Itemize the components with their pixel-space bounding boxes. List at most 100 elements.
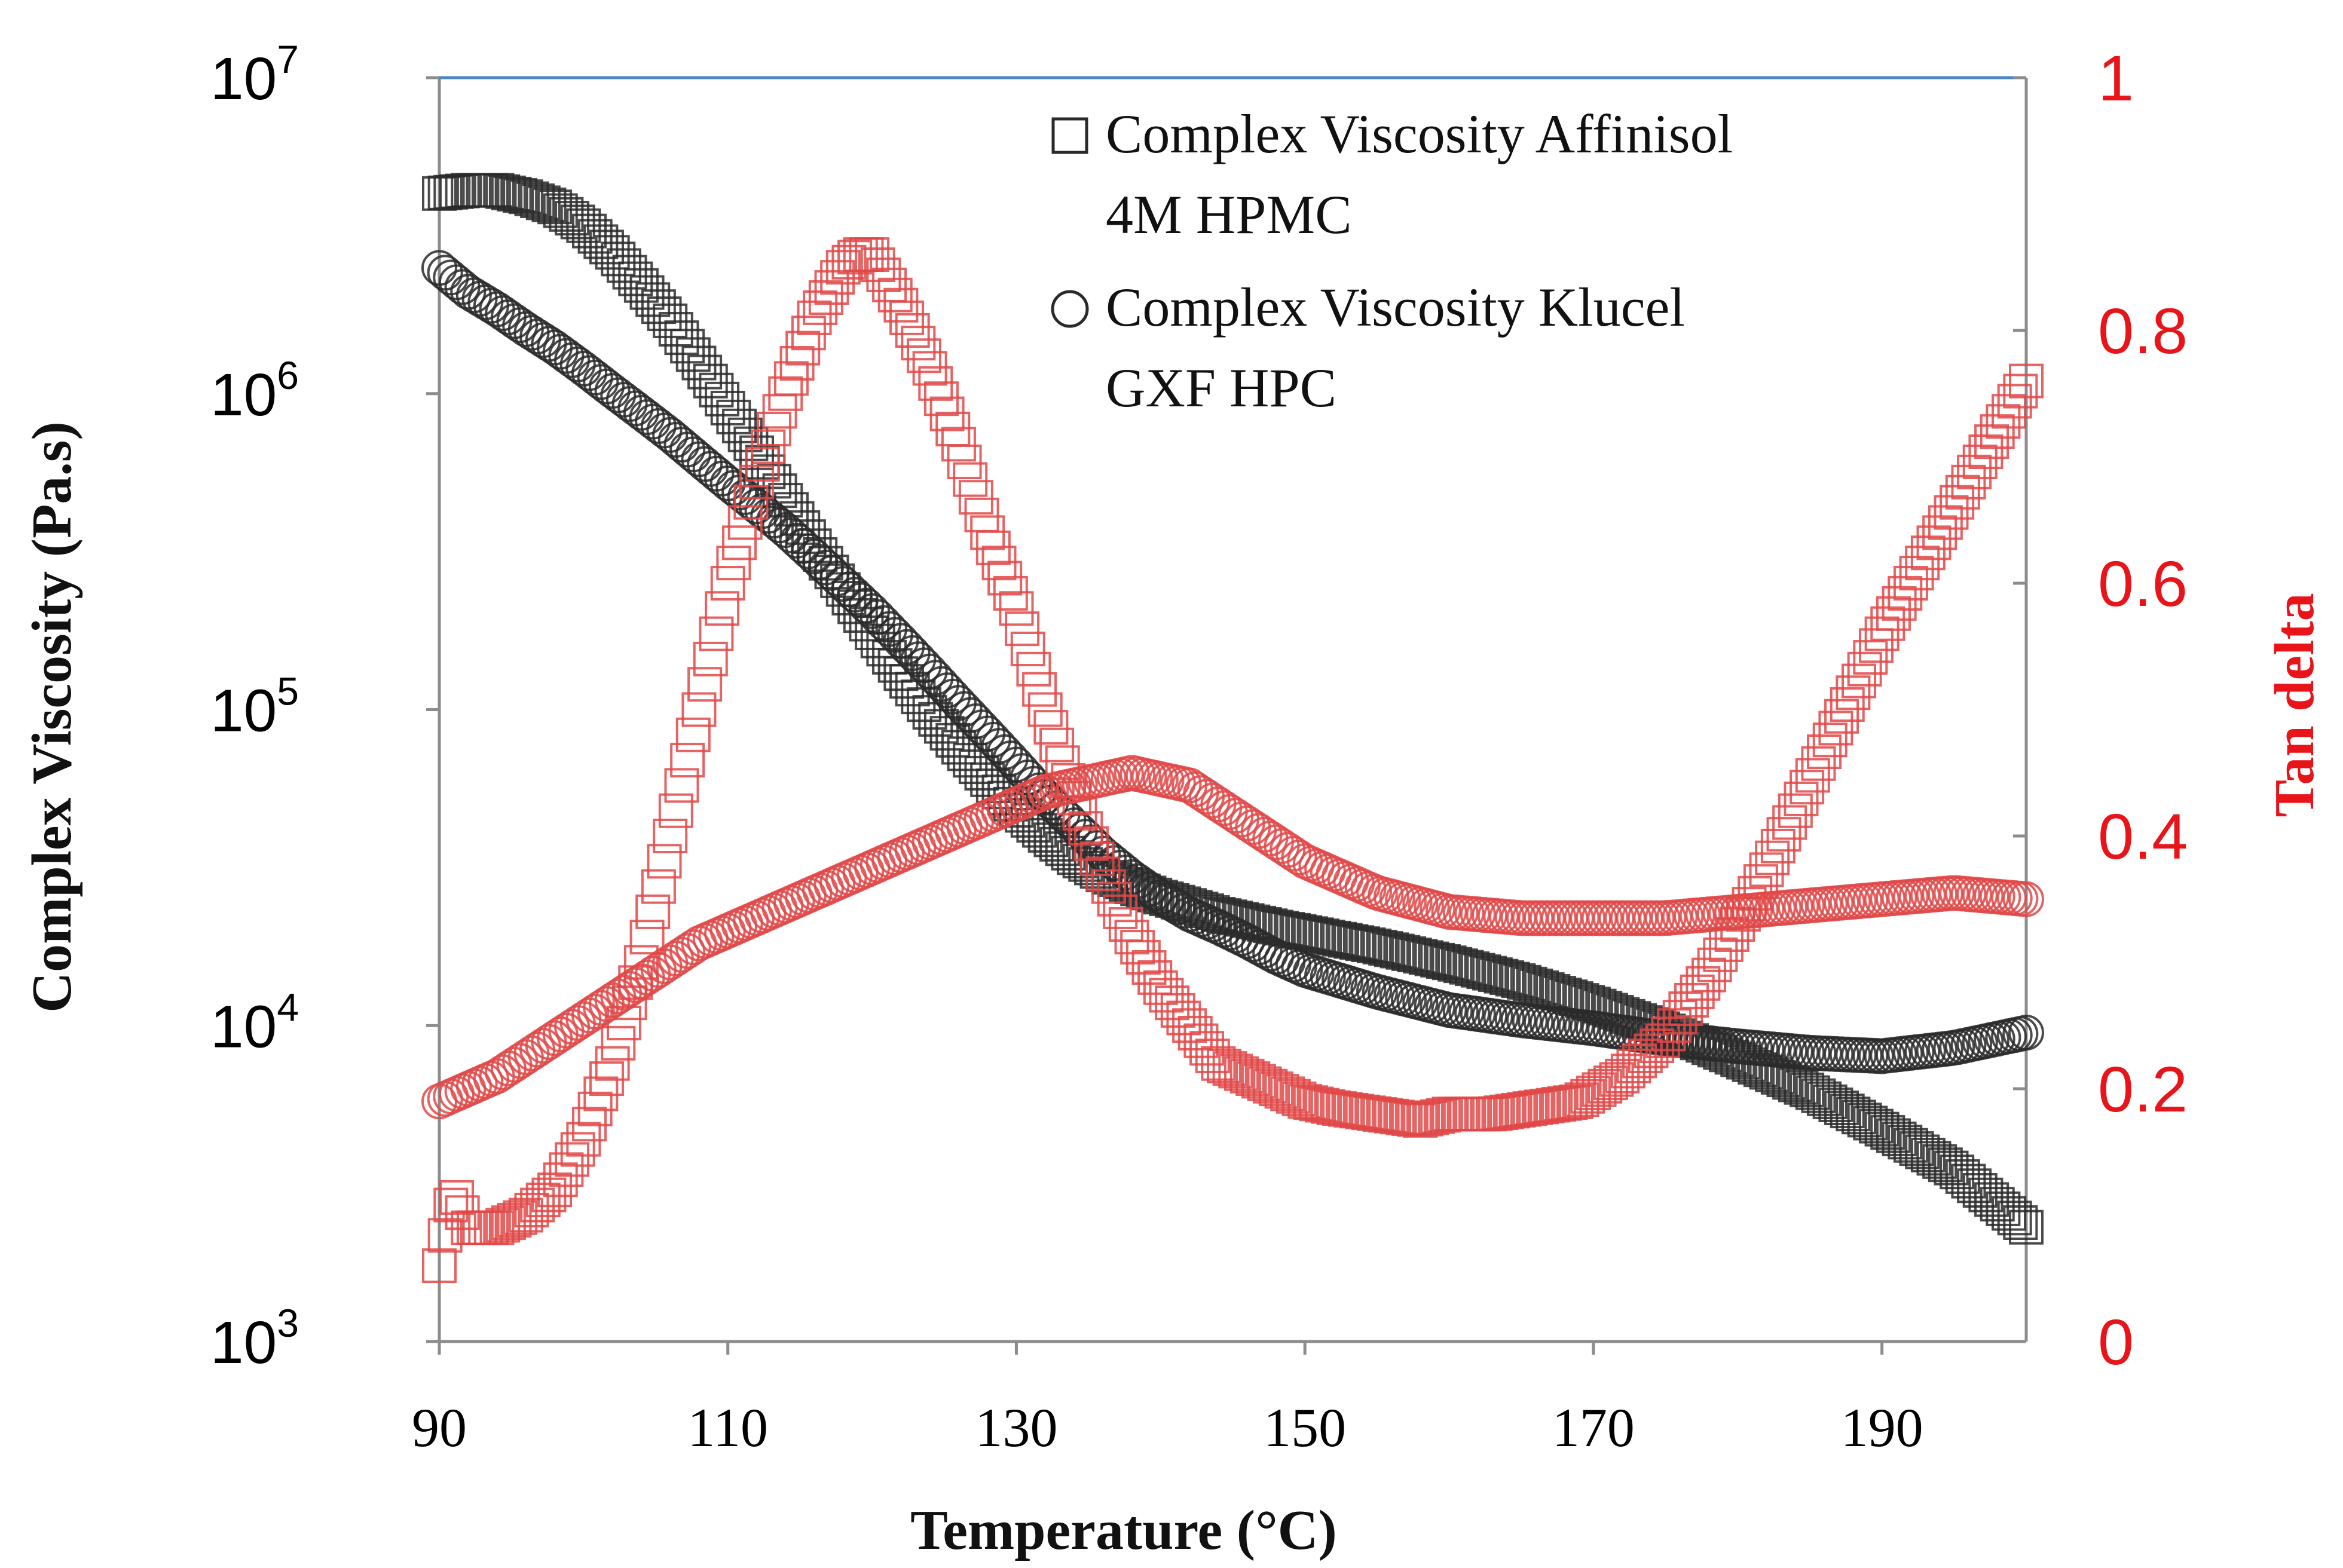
series-tan_hpmc <box>422 237 2044 1284</box>
x-axis-tick-label: 150 <box>1264 1397 1346 1458</box>
data-point <box>1853 640 1888 675</box>
data-point <box>705 591 740 626</box>
data-point <box>1091 869 1126 904</box>
data-point <box>1801 746 1836 781</box>
data-point <box>1766 817 1801 852</box>
data-point <box>716 546 751 581</box>
left-axis-tick-label: 106 <box>210 353 299 428</box>
data-point <box>1010 631 1045 666</box>
data-point <box>1784 781 1819 816</box>
data-point <box>1103 894 1138 929</box>
legend-entry: Complex Viscosity Klucel GXF HPC <box>1051 277 1685 418</box>
legend-label: Complex Viscosity Klucel <box>1106 277 1685 338</box>
data-point <box>1148 883 1185 919</box>
data-point <box>1847 651 1882 687</box>
x-axis-tick-label: 90 <box>412 1397 467 1458</box>
data-point <box>1818 710 1853 746</box>
data-point <box>1022 672 1057 707</box>
x-axis-tick-labels: 90 110 130 150 170 190 <box>412 1397 1923 1458</box>
data-point <box>1270 832 1306 868</box>
data-point <box>422 1248 457 1284</box>
right-axis-tick-label: 0 <box>2098 1306 2134 1378</box>
data-point <box>623 945 659 980</box>
series-layer <box>421 173 2044 1284</box>
data-point <box>560 1132 595 1167</box>
data-point <box>883 287 919 323</box>
left-axis-tick-label: 107 <box>210 37 299 112</box>
data-point <box>670 743 705 778</box>
data-point <box>1016 651 1051 687</box>
data-point <box>455 277 492 314</box>
legend-square-marker <box>1051 117 1088 154</box>
data-point <box>906 338 941 373</box>
data-point <box>1760 828 1796 863</box>
data-point <box>895 313 930 348</box>
legend-label: GXF HPC <box>1106 357 1336 418</box>
data-point <box>1039 727 1075 762</box>
data-point <box>745 447 780 482</box>
left-axis-tick-label: 103 <box>210 1301 299 1376</box>
right-axis-tick-label: 0.4 <box>2098 800 2188 872</box>
data-point <box>1160 889 1196 926</box>
data-point <box>958 480 993 515</box>
data-point <box>1027 692 1063 727</box>
data-point <box>1790 770 1825 805</box>
data-point <box>1836 675 1871 710</box>
right-axis-tick-label: 0.2 <box>2098 1053 2188 1125</box>
data-point <box>1842 663 1877 699</box>
data-point <box>2008 1015 2044 1051</box>
x-axis-tick-label: 190 <box>1841 1397 1923 1458</box>
legend-label: Complex Viscosity Affinisol <box>1106 103 1733 164</box>
data-point <box>1830 687 1865 722</box>
x-axis-tick-label: 170 <box>1552 1397 1635 1458</box>
x-axis-title: Temperature (°C) <box>910 1499 1337 1561</box>
data-point <box>635 894 671 929</box>
legend: Complex Viscosity Affinisol 4M HPMC Comple… <box>1051 103 1733 418</box>
data-point <box>733 485 769 520</box>
data-point <box>1795 758 1830 793</box>
data-point <box>999 591 1034 626</box>
data-point <box>693 641 728 676</box>
data-point <box>756 411 791 446</box>
legend-label: 4M HPMC <box>1106 184 1352 245</box>
x-axis-tick-label: 110 <box>687 1397 768 1458</box>
data-point <box>727 505 763 540</box>
data-point <box>710 566 745 601</box>
data-point <box>669 933 706 969</box>
data-point <box>612 985 647 1021</box>
data-point <box>1997 1200 2032 1236</box>
data-point <box>1807 734 1842 769</box>
data-point <box>601 1025 636 1061</box>
data-point <box>1749 852 1784 887</box>
data-point <box>947 444 982 479</box>
series-tan_hpc <box>421 755 2044 1120</box>
data-point <box>663 936 700 973</box>
data-point <box>1154 886 1191 922</box>
data-point <box>1142 879 1179 915</box>
data-point <box>664 768 699 803</box>
data-point <box>739 464 774 500</box>
data-point <box>953 462 988 497</box>
right-axis-tick-label: 0.6 <box>2098 547 2188 620</box>
axis-ticks <box>426 76 2026 1355</box>
left-axis-tick-labels: 103 104 105 106 107 <box>210 37 299 1376</box>
series-visc_hpc <box>421 250 2044 1074</box>
data-point <box>1772 805 1807 840</box>
data-point <box>751 429 786 464</box>
right-axis-tick-label: 1 <box>2098 42 2134 114</box>
data-point <box>555 1142 590 1177</box>
data-point <box>1824 699 1859 734</box>
left-axis-title: Complex Viscosity (Pa.s) <box>21 421 83 1013</box>
plot-frame <box>438 76 2028 1343</box>
data-point <box>1778 793 1813 828</box>
data-point <box>699 616 734 651</box>
data-point <box>647 844 682 879</box>
data-point <box>1033 710 1069 745</box>
x-axis-tick-label: 130 <box>975 1397 1057 1458</box>
data-point <box>2009 1209 2044 1245</box>
data-point <box>901 326 936 361</box>
data-point <box>1275 835 1311 872</box>
data-point <box>877 277 913 313</box>
data-point <box>2003 1205 2038 1241</box>
